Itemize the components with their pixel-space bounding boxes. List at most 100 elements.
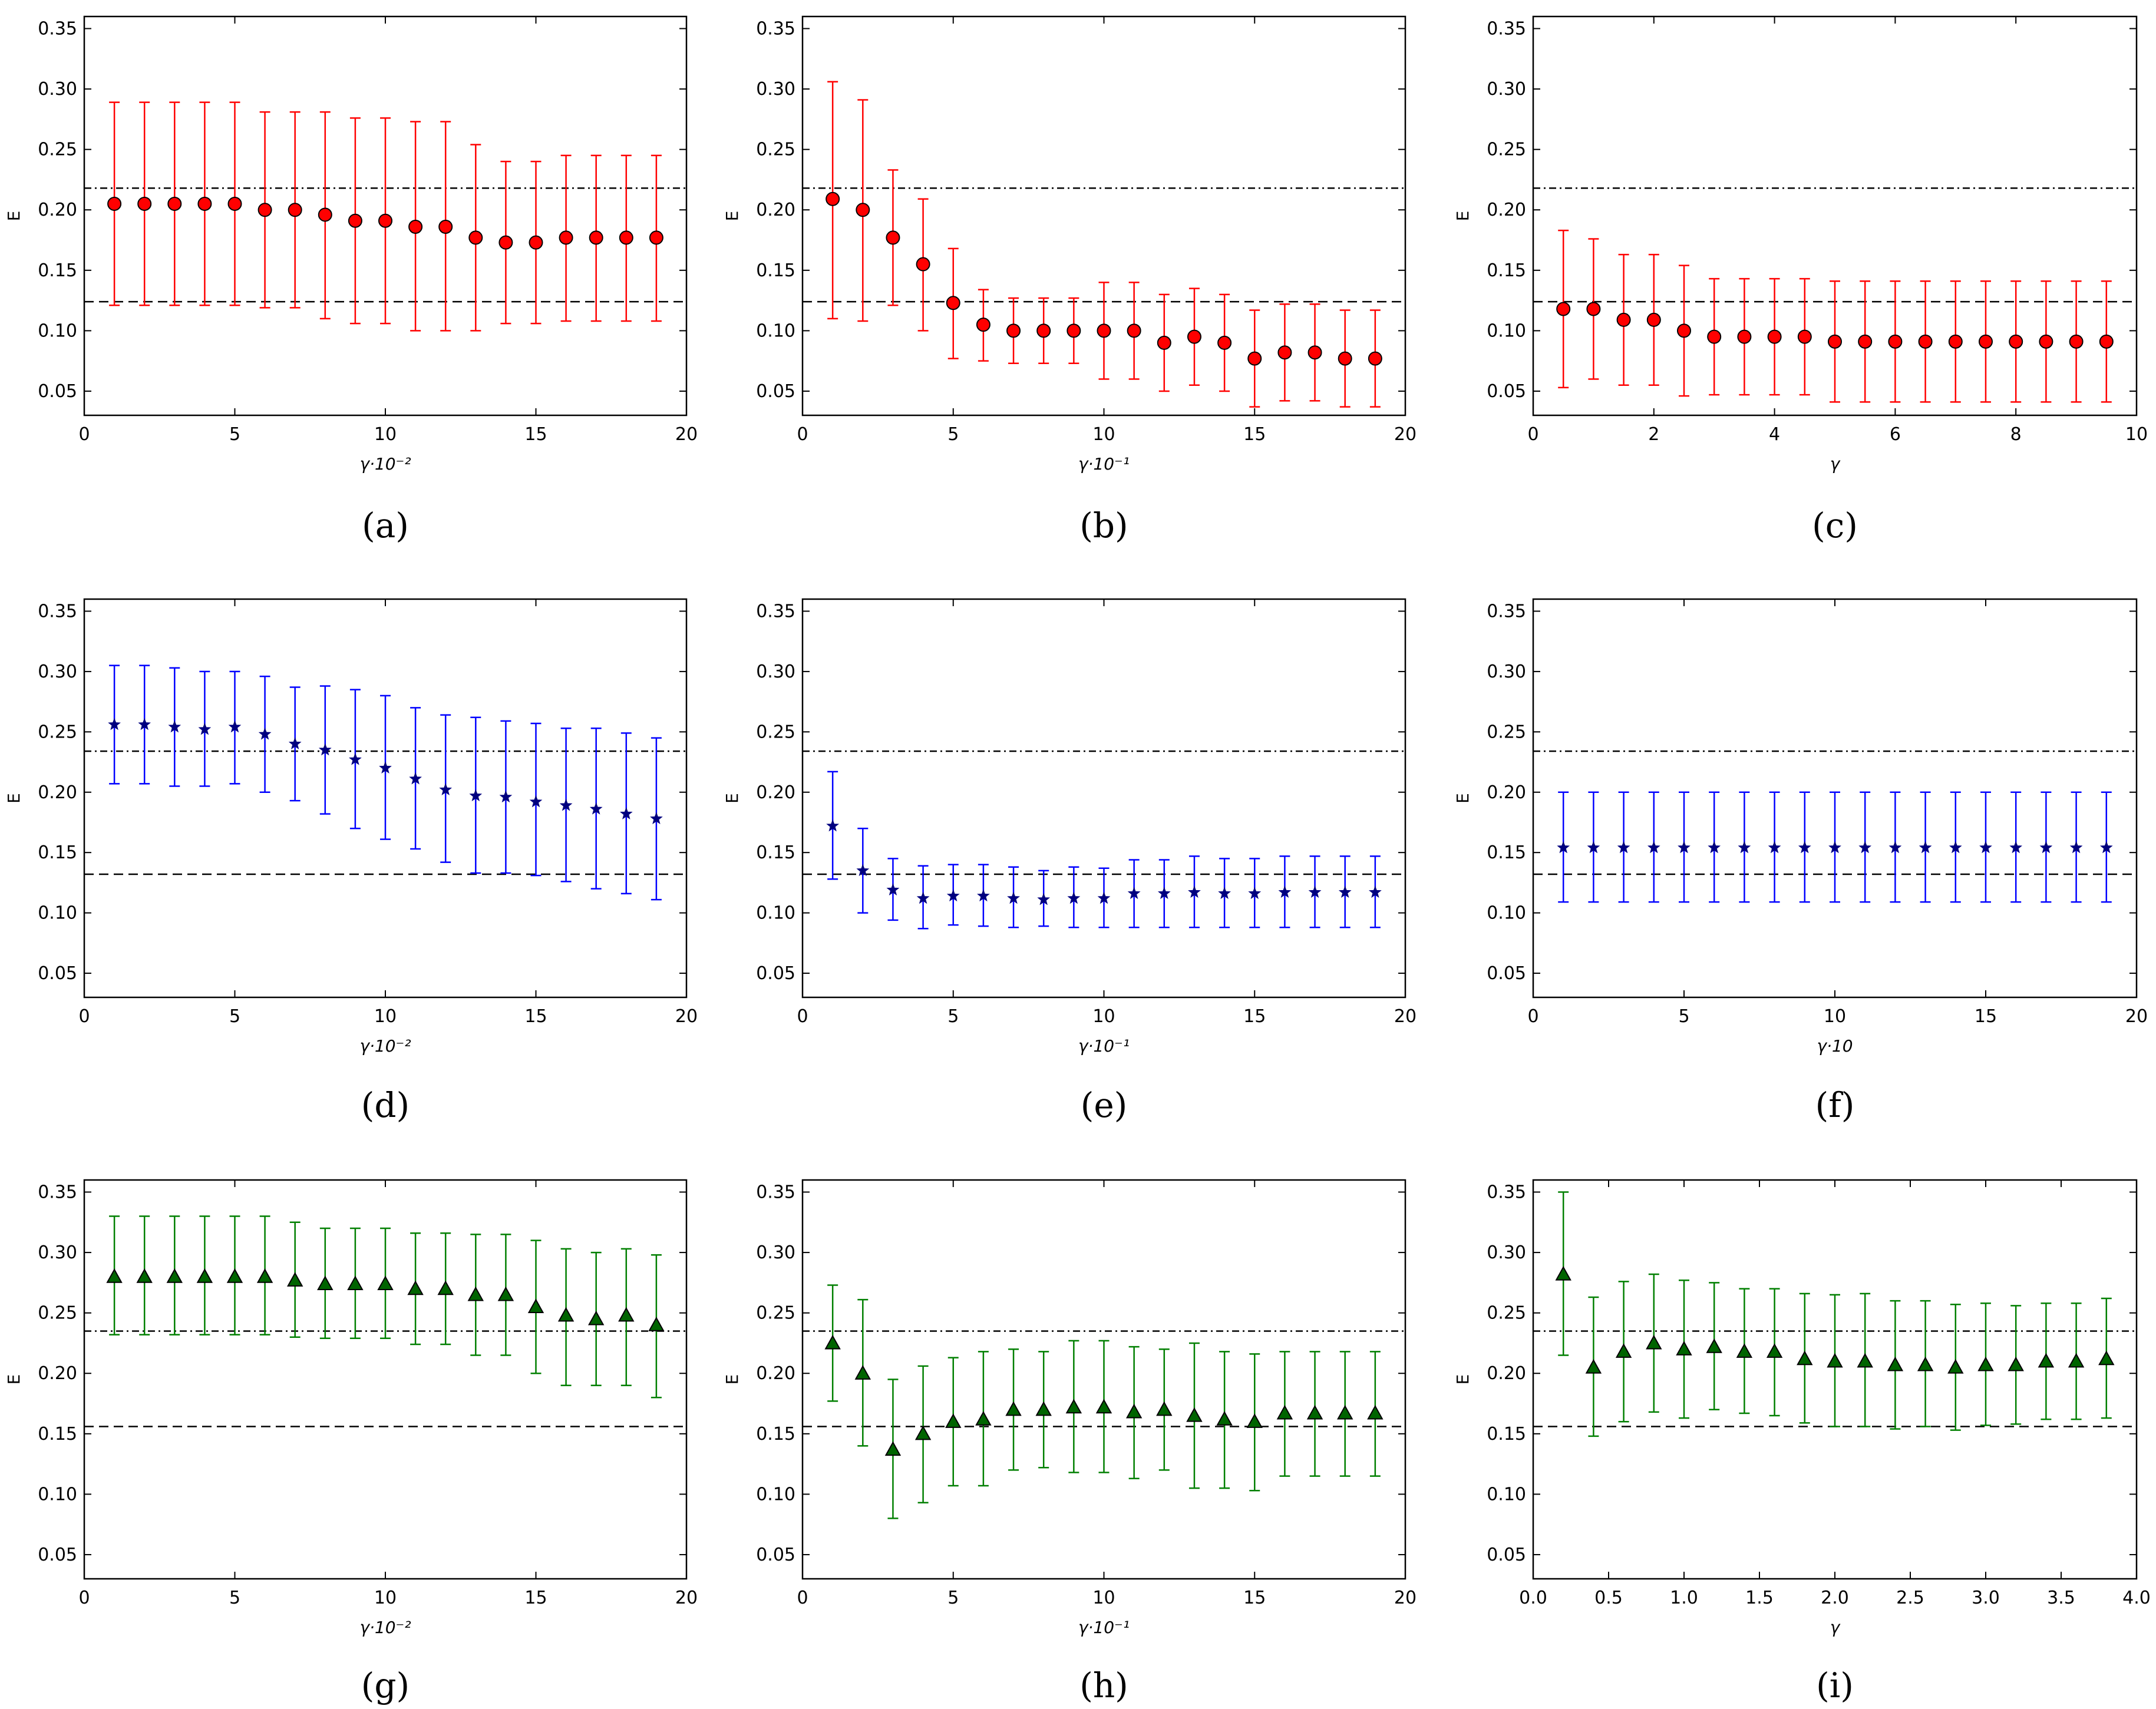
data-point [1646, 1273, 1662, 1413]
marker-triangle [1005, 1401, 1022, 1416]
data-point [1276, 1351, 1293, 1477]
x-tick-label: 5 [947, 1588, 959, 1608]
data-point [1188, 855, 1201, 928]
marker-circle [916, 257, 930, 272]
y-tick-label: 0.10 [38, 320, 77, 341]
marker-circle [856, 203, 870, 217]
y-tick-label: 0.05 [1487, 1545, 1526, 1565]
y-tick-label: 0.05 [1487, 381, 1526, 402]
marker-circle [1277, 345, 1292, 360]
data-point [1557, 791, 1570, 903]
marker-triangle [975, 1411, 992, 1426]
data-point [588, 1251, 605, 1387]
data-point [407, 1232, 424, 1346]
subfigure-caption: (c) [1812, 505, 1858, 546]
panel-a: 0.05 0.10 0.15 0.20 0.25 0.30 0.35 0 5 10 15 20 γ·10… [4, 15, 698, 546]
data-point [946, 864, 960, 926]
data-point [379, 695, 392, 840]
marker-circle [2039, 334, 2053, 349]
marker-circle [1556, 302, 1571, 316]
data-point [1979, 280, 1993, 403]
y-tick-label: 0.15 [38, 842, 77, 863]
marker-triangle [2008, 1356, 2024, 1371]
data-point [826, 771, 840, 880]
data-point [138, 665, 151, 785]
data-point [1247, 309, 1262, 408]
marker-star [826, 819, 840, 832]
data-point [2008, 1305, 2024, 1425]
x-axis-label: γ·10⁻² [359, 1036, 411, 1056]
x-axis-label: γ [1830, 454, 1841, 474]
marker-circle [318, 207, 332, 222]
data-point [136, 1215, 153, 1336]
x-tick-label: 10 [374, 1006, 397, 1027]
marker-circle [1036, 323, 1051, 338]
marker-circle [1006, 323, 1021, 338]
y-tick-label: 0.25 [756, 722, 795, 742]
y-tick-label: 0.10 [756, 1484, 795, 1505]
y-axis-label: E [722, 793, 742, 804]
panel-h: 0.05 0.10 0.15 0.20 0.25 0.30 0.35 0 5 10 15 20 γ·10… [722, 1179, 1417, 1705]
data-point [1585, 1296, 1602, 1437]
y-axis-label: E [1453, 211, 1472, 222]
y-tick-label: 0.25 [756, 1303, 795, 1324]
y-tick-label: 0.15 [38, 260, 77, 281]
marker-triangle [824, 1334, 841, 1350]
data-point [1367, 1351, 1384, 1477]
marker-star [589, 802, 603, 815]
marker-triangle [1917, 1356, 1934, 1371]
marker-triangle [854, 1365, 871, 1380]
x-tick-label: 0 [78, 1588, 90, 1608]
data-point [2038, 1303, 2055, 1420]
data-point [2039, 791, 2053, 903]
data-point [377, 1227, 394, 1339]
data-point [1337, 1351, 1353, 1477]
marker-triangle [1646, 1334, 1662, 1350]
marker-star [228, 720, 242, 733]
x-tick-label: 20 [675, 1006, 698, 1027]
marker-star [856, 864, 870, 877]
data-point [1768, 791, 1781, 903]
data-point [1706, 1282, 1722, 1411]
marker-star [439, 783, 453, 795]
data-point [1646, 253, 1661, 386]
marker-triangle [2068, 1353, 2085, 1368]
data-point [916, 865, 930, 930]
data-point [1127, 859, 1141, 928]
y-tick-label: 0.35 [38, 1182, 77, 1203]
marker-circle [2009, 334, 2023, 349]
data-point [1949, 791, 1962, 903]
marker-triangle [1306, 1404, 1323, 1420]
marker-triangle [256, 1268, 273, 1283]
marker-star [1647, 841, 1660, 854]
data-point [826, 81, 840, 320]
x-tick-label: 2.5 [1896, 1588, 1924, 1608]
data-point [1857, 1293, 1873, 1427]
marker-circle [1187, 329, 1201, 344]
data-point [1157, 293, 1171, 392]
marker-triangle [377, 1275, 394, 1291]
marker-star [1738, 841, 1751, 854]
panel-c: 0.05 0.10 0.15 0.20 0.25 0.30 0.35 0 2 4 6 8 10 γ E (c) [1453, 15, 2148, 546]
marker-triangle [1977, 1356, 1994, 1371]
x-axis-label: γ [1830, 1618, 1841, 1637]
data-point [1828, 791, 1841, 903]
data-point [137, 101, 152, 306]
marker-star [1308, 885, 1322, 898]
panel-f: 0.05 0.10 0.15 0.20 0.25 0.30 0.35 0 5 10 15 20 γ·10… [1453, 598, 2148, 1125]
marker-circle [649, 230, 663, 245]
data-point [1736, 1288, 1753, 1414]
data-point [619, 154, 633, 322]
marker-circle [1308, 345, 1322, 360]
y-tick-label: 0.20 [1487, 1363, 1526, 1384]
data-point [1918, 280, 1933, 403]
data-point [886, 858, 900, 921]
data-point [1127, 282, 1141, 380]
data-point [467, 1234, 484, 1356]
marker-triangle [106, 1268, 123, 1283]
marker-star [349, 752, 362, 765]
x-tick-label: 10 [374, 424, 397, 445]
marker-star [946, 889, 960, 902]
marker-triangle [1276, 1404, 1293, 1420]
marker-star [559, 798, 573, 811]
